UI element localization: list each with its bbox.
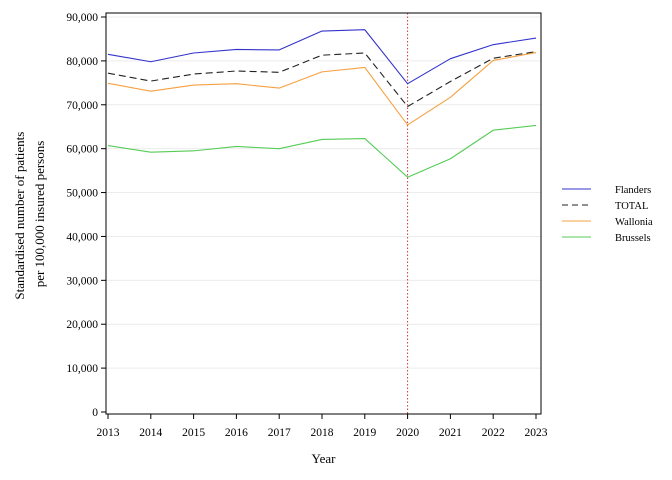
y-tick-label: 20,000 — [66, 319, 98, 331]
y-tick-label: 0 — [92, 407, 98, 419]
x-axis-title: Year — [312, 451, 337, 466]
series-line-total — [107, 51, 537, 108]
y-tick-label: 70,000 — [66, 100, 98, 112]
series-line-flanders — [107, 29, 537, 85]
x-tick-label: 2014 — [139, 427, 162, 439]
legend-label-total: TOTAL — [615, 201, 648, 212]
x-tick-label: 2023 — [525, 427, 548, 439]
series-lines — [107, 29, 537, 178]
plot-frame — [105, 12, 542, 415]
y-axis-title: Standardised number of patients per 100,… — [12, 128, 47, 299]
x-tick-label: 2017 — [268, 427, 291, 439]
x-tick-label: 2016 — [225, 427, 248, 439]
y-axis-title-line-2: per 100,000 insured persons — [32, 141, 47, 288]
legend: Flanders TOTAL Wallonia Brussels — [562, 185, 653, 244]
x-tick-label: 2015 — [182, 427, 205, 439]
y-tick-label: 80,000 — [66, 56, 98, 68]
y-tick-label: 90,000 — [66, 12, 98, 24]
legend-label-flanders: Flanders — [615, 185, 651, 196]
y-tick-label: 40,000 — [66, 231, 98, 243]
x-tick-label: 2022 — [482, 427, 505, 439]
y-tick-label: 60,000 — [66, 144, 98, 156]
legend-label-brussels: Brussels — [615, 233, 651, 244]
x-tick-label: 2013 — [97, 427, 120, 439]
y-axis: 0 10,000 20,000 30,000 40,000 50,000 60,000 70,… — [66, 12, 106, 419]
series-line-wallonia — [107, 52, 537, 126]
legend-label-wallonia: Wallonia — [615, 217, 653, 228]
grid-lines — [106, 16, 541, 369]
x-tick-label: 2019 — [353, 427, 376, 439]
x-tick-label: 2021 — [439, 427, 462, 439]
y-tick-label: 10,000 — [66, 363, 98, 375]
x-tick-label: 2018 — [311, 427, 334, 439]
y-tick-label: 30,000 — [66, 275, 98, 287]
y-tick-label: 50,000 — [66, 188, 98, 200]
x-tick-label: 2020 — [396, 427, 419, 439]
y-axis-title-line-1: Standardised number of patients — [12, 132, 27, 300]
series-line-brussels — [107, 124, 537, 178]
x-axis: 2013 2014 2015 2016 2017 2018 2019 2020 2021 2022… — [97, 414, 548, 439]
